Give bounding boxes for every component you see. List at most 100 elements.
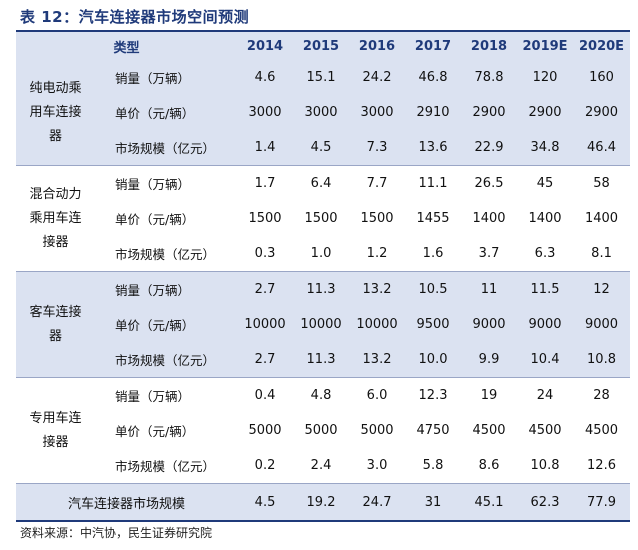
value-cell: 2910 xyxy=(405,95,462,130)
value-cell: 9.9 xyxy=(461,342,518,378)
total-value-cell: 45.1 xyxy=(461,483,518,522)
value-cell: 24 xyxy=(517,377,574,413)
table-row: 市场规模（亿元） 2.7 11.3 13.2 10.0 9.9 10.4 10.8 xyxy=(16,342,631,378)
value-cell: 4750 xyxy=(416,423,450,438)
metric-label-cell: 单价（元/辆） xyxy=(95,95,238,130)
value-cell: 5.8 xyxy=(422,458,444,473)
value-cell: 3.7 xyxy=(478,246,500,261)
header-year: 2016 xyxy=(349,32,406,60)
value-cell: 6.4 xyxy=(293,165,350,201)
value-cell: 10.8 xyxy=(530,458,560,473)
total-row: 汽车连接器市场规模 4.5 19.2 24.7 31 45.1 62.3 77.9 xyxy=(16,483,631,522)
metric-label-cell: 销量（万辆） xyxy=(95,165,238,201)
value-cell: 3000 xyxy=(293,95,350,130)
group-name-cell: 客车连接器 xyxy=(16,271,95,378)
value-cell: 1400 xyxy=(472,211,506,226)
top-rule xyxy=(16,30,630,32)
total-value-cell: 24.7 xyxy=(349,483,406,522)
value-cell: 11.3 xyxy=(293,271,350,307)
value-cell: 10.8 xyxy=(573,342,631,378)
table-row: 市场规模（亿元） 0.3 1.0 1.2 1.6 3.7 6.3 8.1 xyxy=(16,236,630,272)
metric-label-cell: 销量（万辆） xyxy=(95,60,238,95)
group-name-cell: 混合动力乘用车连接器 xyxy=(16,165,95,272)
value-cell: 22.9 xyxy=(461,130,518,166)
header-year: 2015 xyxy=(293,32,350,60)
metric-label-cell: 市场规模（亿元） xyxy=(115,247,216,262)
header-year: 2019E xyxy=(517,32,574,60)
market-forecast-table: 类型 2014 2015 2016 2017 2018 2019E 2020E … xyxy=(16,32,631,522)
metric-label-cell: 市场规模（亿元） xyxy=(95,130,238,166)
value-cell: 9000 xyxy=(573,307,631,342)
header-row: 类型 2014 2015 2016 2017 2018 2019E 2020E xyxy=(16,32,631,60)
metric-label-cell: 销量（万辆） xyxy=(95,377,238,413)
value-cell: 0.3 xyxy=(254,246,276,261)
value-cell: 4500 xyxy=(584,423,619,438)
value-cell: 9500 xyxy=(405,307,462,342)
value-cell: 58 xyxy=(573,165,631,201)
value-cell: 46.4 xyxy=(573,130,631,166)
value-cell: 5000 xyxy=(360,423,394,438)
header-category: 类型 xyxy=(16,32,238,60)
table-row: 单价（元/辆） 10000 10000 10000 9500 9000 9000 9000 xyxy=(16,307,631,342)
table-row: 单价（元/辆） 5000 5000 5000 4750 4500 4500 4500 xyxy=(16,413,630,448)
value-cell: 11 xyxy=(461,271,518,307)
source-note: 资料来源：中汽协，民生证券研究院 xyxy=(20,526,213,540)
value-cell: 10.0 xyxy=(405,342,462,378)
value-cell: 7.7 xyxy=(349,165,406,201)
value-cell: 1.2 xyxy=(366,246,388,261)
value-cell: 10000 xyxy=(349,307,406,342)
value-cell: 19 xyxy=(461,377,518,413)
value-cell: 4500 xyxy=(528,423,562,438)
value-cell: 11.1 xyxy=(405,165,462,201)
value-cell: 1.6 xyxy=(422,246,444,261)
value-cell: 9000 xyxy=(517,307,574,342)
value-cell: 1500 xyxy=(360,211,394,226)
value-cell: 2900 xyxy=(573,95,631,130)
value-cell: 10.5 xyxy=(405,271,462,307)
value-cell: 12.6 xyxy=(587,458,616,473)
value-cell: 4.6 xyxy=(237,60,294,95)
table-row: 单价（元/辆） 1500 1500 1500 1455 1400 1400 1400 xyxy=(16,201,630,236)
table-row: 市场规模（亿元） 0.2 2.4 3.0 5.8 8.6 10.8 12.6 xyxy=(16,448,630,484)
value-cell: 2.7 xyxy=(237,271,294,307)
total-value-cell: 31 xyxy=(405,483,462,522)
value-cell: 7.3 xyxy=(349,130,406,166)
metric-label-cell: 单价（元/辆） xyxy=(115,424,195,439)
metric-label-cell: 市场规模（亿元） xyxy=(95,342,238,378)
value-cell: 26.5 xyxy=(461,165,518,201)
header-year: 2014 xyxy=(237,32,294,60)
value-cell: 13.2 xyxy=(349,342,406,378)
value-cell: 8.1 xyxy=(591,246,612,261)
value-cell: 10000 xyxy=(237,307,294,342)
group-name-cell: 纯电动乘用车连接器 xyxy=(16,60,95,166)
table-title: 表 12：汽车连接器市场空间预测 xyxy=(20,8,250,26)
value-cell: 2900 xyxy=(461,95,518,130)
value-cell: 2.7 xyxy=(237,342,294,378)
table-row: 专用车连接器 销量（万辆） 0.4 4.8 6.0 12.3 19 24 28 xyxy=(16,377,631,484)
value-cell: 1500 xyxy=(304,211,338,226)
value-cell: 13.6 xyxy=(405,130,462,166)
value-cell: 45 xyxy=(517,165,574,201)
value-cell: 11.3 xyxy=(293,342,350,378)
value-cell: 1500 xyxy=(248,211,282,226)
value-cell: 4.5 xyxy=(293,130,350,166)
value-cell: 34.8 xyxy=(517,130,574,166)
value-cell: 13.2 xyxy=(349,271,406,307)
value-cell: 6.3 xyxy=(534,246,556,261)
value-cell: 1400 xyxy=(584,211,619,226)
value-cell: 6.0 xyxy=(349,377,406,413)
table-row: 市场规模（亿元） 1.4 4.5 7.3 13.6 22.9 34.8 46.4 xyxy=(16,130,631,166)
total-value-cell: 19.2 xyxy=(293,483,350,522)
value-cell: 10.4 xyxy=(517,342,574,378)
table-row: 客车连接器 销量（万辆） 2.7 11.3 13.2 10.5 11 11.5 12 xyxy=(16,271,631,378)
value-cell: 2900 xyxy=(517,95,574,130)
value-cell: 3000 xyxy=(237,95,294,130)
metric-label-cell: 单价（元/辆） xyxy=(95,307,238,342)
value-cell: 12 xyxy=(573,271,631,307)
value-cell: 3.0 xyxy=(366,458,388,473)
header-year: 2018 xyxy=(461,32,518,60)
value-cell: 160 xyxy=(573,60,631,95)
table-row: 单价（元/辆） 3000 3000 3000 2910 2900 2900 2900 xyxy=(16,95,631,130)
value-cell: 1400 xyxy=(528,211,562,226)
value-cell: 9000 xyxy=(461,307,518,342)
